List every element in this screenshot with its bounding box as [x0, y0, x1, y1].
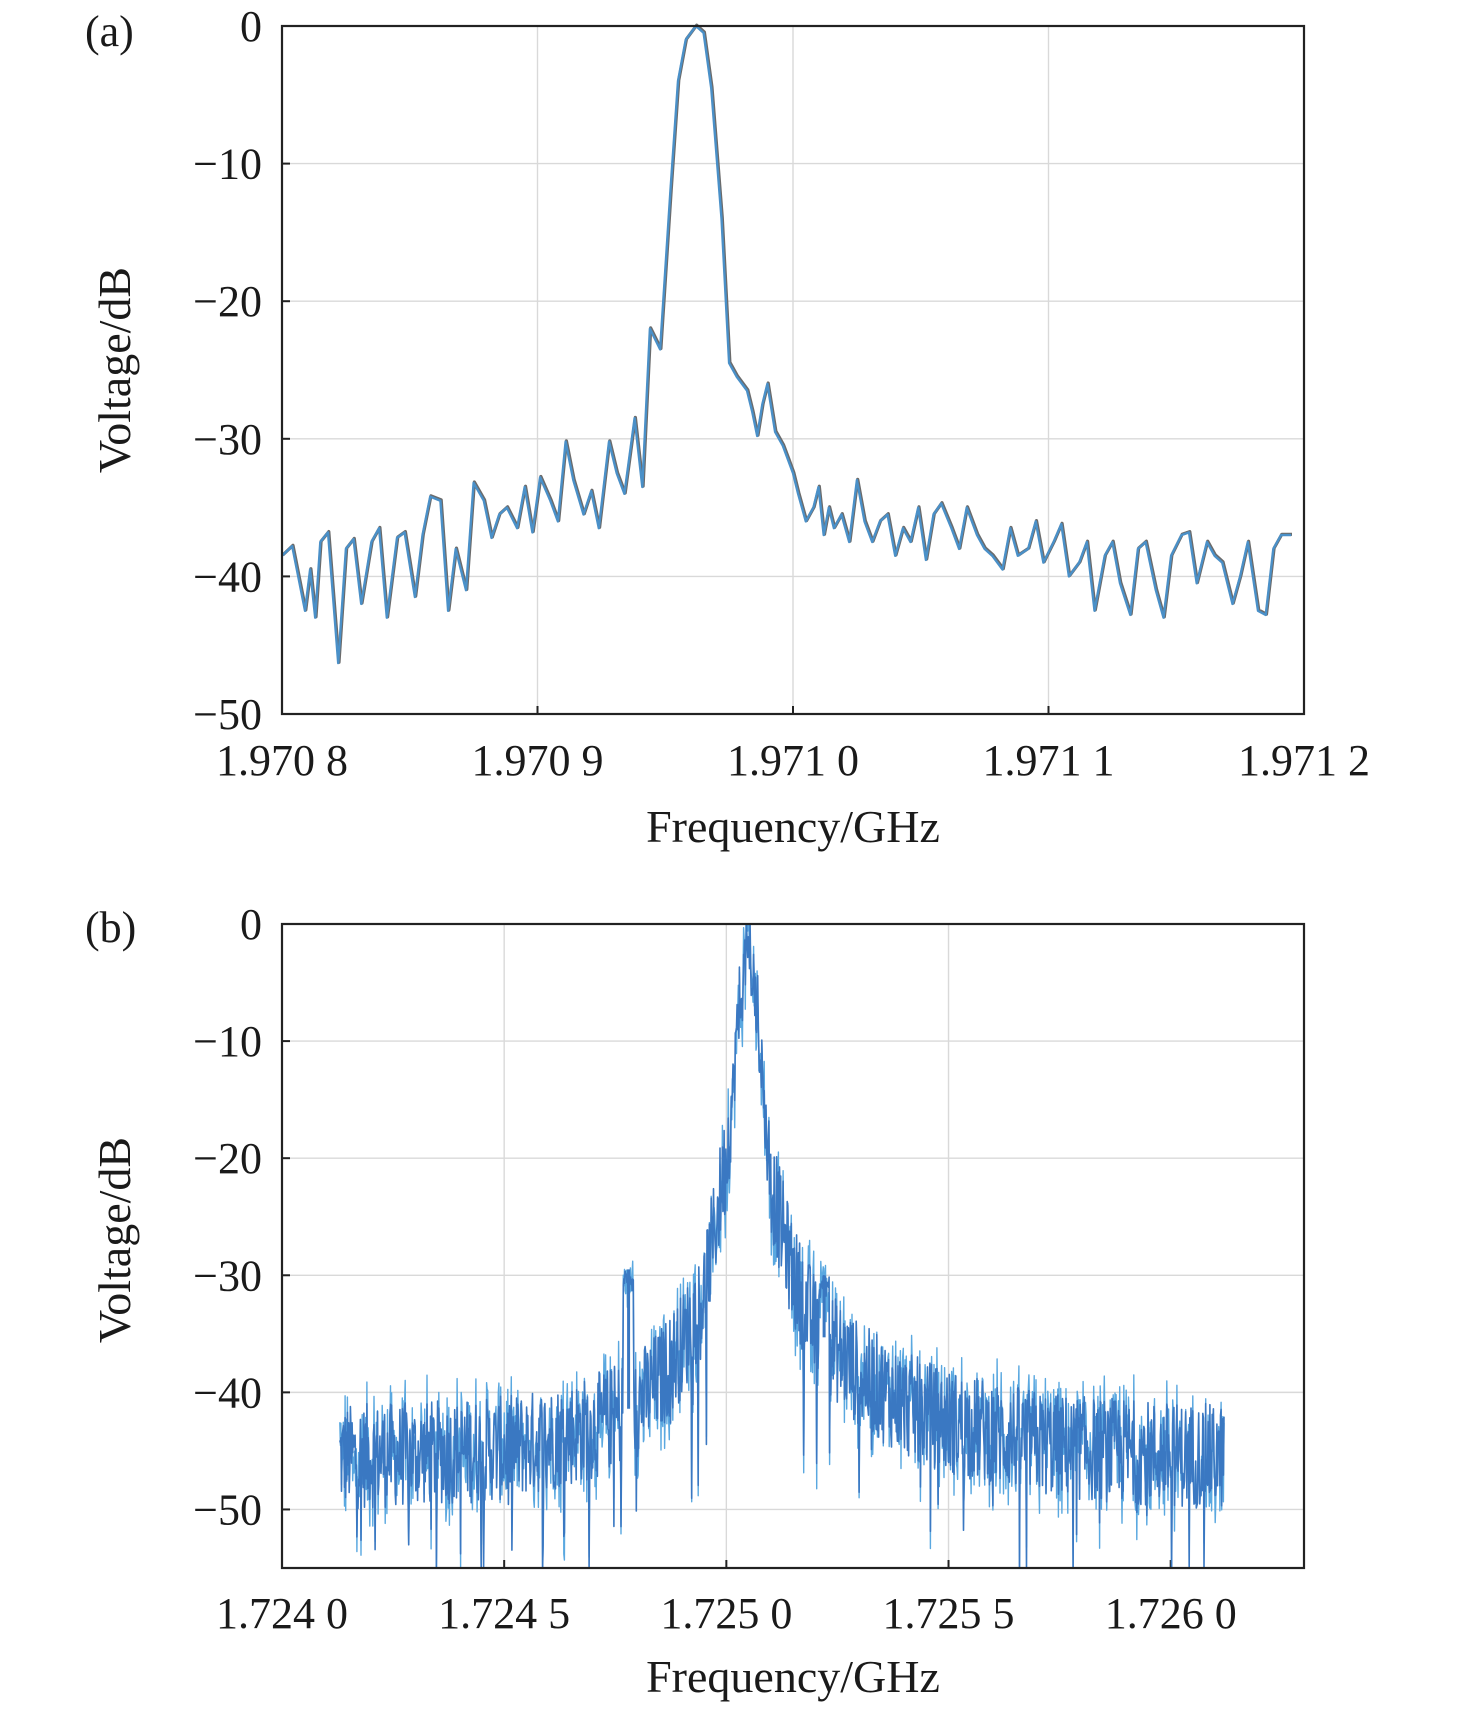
- y-axis-label-a: Voltage/dB: [89, 267, 140, 473]
- panel-label-b: (b): [85, 903, 136, 952]
- x-tick-label: 1.971 1: [983, 736, 1115, 785]
- y-tick-label: −30: [193, 1251, 262, 1300]
- y-tick-label: −10: [193, 1017, 262, 1066]
- y-axis-label-b: Voltage/dB: [89, 1137, 140, 1343]
- y-tick-label: −50: [193, 690, 262, 739]
- x-tick-label: 1.724 5: [438, 1589, 570, 1638]
- x-tick-label: 1.970 9: [472, 736, 604, 785]
- x-axis-label-b: Frequency/GHz: [646, 1651, 940, 1702]
- y-tick-labels-a: 0 −10 −20 −30 −40 −50: [193, 2, 262, 739]
- y-tick-label: 0: [240, 900, 262, 949]
- y-tick-label: −30: [193, 415, 262, 464]
- y-tick-label: −40: [193, 552, 262, 601]
- x-tick-label: 1.724 0: [216, 1589, 348, 1638]
- x-tick-label: 1.725 5: [883, 1589, 1015, 1638]
- x-tick-label: 1.971 2: [1238, 736, 1370, 785]
- x-tick-label: 1.725 0: [660, 1589, 792, 1638]
- y-tick-label: −20: [193, 1134, 262, 1183]
- series-line: [339, 923, 1225, 1569]
- series-a: [281, 23, 1293, 665]
- y-tick-label: −20: [193, 277, 262, 326]
- panel-label-a: (a): [85, 7, 134, 56]
- x-tick-label: 1.970 8: [216, 736, 348, 785]
- plot-frame-b: [280, 922, 1306, 1570]
- y-tick-label: −50: [193, 1485, 262, 1534]
- x-tick-label: 1.971 0: [727, 736, 859, 785]
- series-line: [281, 24, 1292, 665]
- y-tick-label: −10: [193, 140, 262, 189]
- gridlines-a: [281, 25, 1305, 715]
- plot-frame-a: [280, 24, 1306, 716]
- y-tick-label: 0: [240, 2, 262, 51]
- x-axis-label-a: Frequency/GHz: [646, 801, 940, 852]
- x-tick-labels-a: 1.970 8 1.970 9 1.971 0 1.971 1 1.971 2: [216, 736, 1370, 785]
- series-b: [339, 923, 1225, 1569]
- chart-panel-b: (b) 0 −10 −20 −30 −40 −50 1.724 0 1.724 5 1.725…: [85, 900, 1306, 1702]
- x-tick-label: 1.726 0: [1105, 1589, 1237, 1638]
- y-tick-label: −40: [193, 1368, 262, 1417]
- y-tick-labels-b: 0 −10 −20 −30 −40 −50: [193, 900, 262, 1534]
- x-tick-labels-b: 1.724 0 1.724 5 1.725 0 1.725 5 1.726 0: [216, 1589, 1237, 1638]
